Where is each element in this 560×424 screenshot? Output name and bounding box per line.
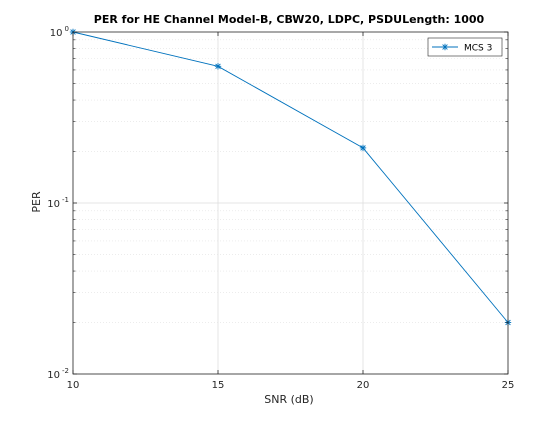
- x-tick-label: 15: [212, 380, 225, 391]
- y-axis-label: PER: [30, 191, 43, 213]
- legend-label: MCS 3: [464, 44, 492, 54]
- series-line: [72, 31, 509, 323]
- x-tick-label: 10: [67, 380, 80, 391]
- y-tick-label-base: 10: [50, 28, 63, 39]
- data-point: [359, 144, 367, 152]
- y-tick-label-exponent: 0: [65, 25, 69, 33]
- data-point: [214, 63, 222, 70]
- chart-title: PER for HE Channel Model-B, CBW20, LDPC,…: [94, 13, 485, 26]
- x-tick-label: 25: [502, 380, 515, 391]
- y-tick-label: 10 -2: [47, 367, 69, 381]
- legend: MCS 3: [427, 37, 503, 57]
- x-tick-label: 20: [357, 380, 370, 391]
- y-tick-label-base: 10: [47, 199, 60, 210]
- y-tick-label: 10 0: [50, 25, 69, 39]
- y-tick-label-exponent: -2: [62, 367, 69, 375]
- legend-marker: [441, 43, 449, 51]
- y-tick-label-base: 10: [47, 370, 60, 381]
- y-tick-label-exponent: -1: [62, 196, 69, 204]
- legend-box: [427, 37, 503, 57]
- y-tick-label: 10 -1: [47, 196, 69, 210]
- x-axis-label: SNR (dB): [264, 393, 313, 406]
